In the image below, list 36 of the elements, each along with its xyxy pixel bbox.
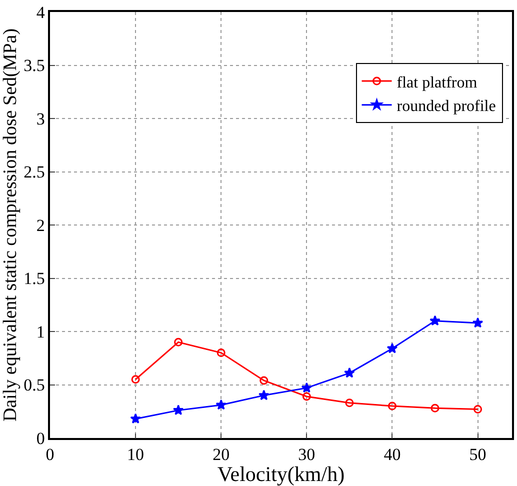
- x-tick-label: 10: [127, 445, 144, 464]
- y-tick-label: 2: [36, 216, 45, 235]
- point: [302, 392, 311, 401]
- point: [430, 315, 440, 326]
- point: [131, 375, 140, 384]
- y-tick-label: 3.5: [24, 56, 45, 76]
- point: [344, 367, 355, 378]
- point: [130, 413, 141, 424]
- point: [216, 348, 226, 358]
- y-tick-label: 2.5: [24, 162, 45, 182]
- y-tick-label: 4: [36, 2, 46, 22]
- x-tick-label: 40: [384, 445, 401, 464]
- legend-label: rounded profile: [396, 98, 496, 116]
- y-tick-label: 0.5: [24, 376, 45, 395]
- y-tick-label: 3: [36, 109, 45, 128]
- point: [388, 402, 396, 410]
- y-tick-label: 1: [36, 322, 45, 342]
- point: [260, 376, 268, 385]
- legend-label: flat platfrom: [396, 74, 478, 92]
- x-axis-title: Velocity(km/h): [217, 462, 345, 486]
- x-tick-label: 20: [212, 445, 230, 464]
- point: [430, 404, 440, 412]
- point: [258, 390, 270, 400]
- x-tick-label: 30: [298, 445, 316, 464]
- point: [345, 398, 354, 408]
- y-axis-title: Daily equivalent static compression dose Sed(MPa): [0, 28, 21, 422]
- point: [386, 342, 398, 354]
- x-tick-label: 50: [469, 445, 486, 464]
- point: [301, 382, 312, 393]
- point: [474, 405, 482, 414]
- point: [174, 338, 183, 346]
- y-tick-label: 1.5: [24, 269, 45, 288]
- point: [472, 317, 484, 328]
- y-tick-label: 0: [36, 428, 45, 448]
- point: [172, 404, 184, 416]
- point: [216, 399, 227, 410]
